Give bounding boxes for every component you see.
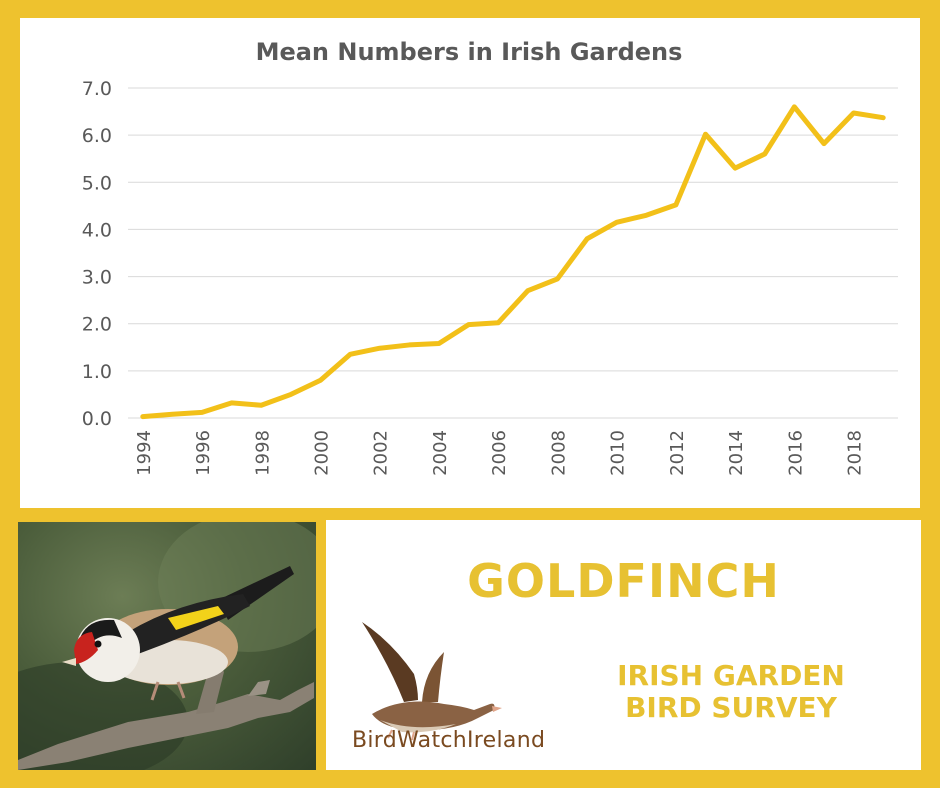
branch xyxy=(18,682,314,770)
species-title: GOLDFINCH xyxy=(467,554,780,608)
x-axis: 1994 1996 1998 2000 2002 2004 2006 2008 2010 2012… xyxy=(134,430,866,476)
y-tick-label: 0.0 xyxy=(82,408,112,430)
brand-panel: GOLDFINCH IRISH GARDEN BIRD SURVEY BirdW… xyxy=(326,520,921,770)
x-tick-label: 2016 xyxy=(785,430,806,476)
y-tick-label: 3.0 xyxy=(82,267,112,289)
y-tick-label: 4.0 xyxy=(82,219,112,241)
series-line xyxy=(140,104,886,420)
x-tick-label: 2012 xyxy=(667,430,688,476)
y-tick-label: 6.0 xyxy=(82,125,112,147)
survey-title: IRISH GARDEN BIRD SURVEY xyxy=(581,660,881,724)
y-tick-label: 1.0 xyxy=(82,361,112,383)
goldfinch-photo xyxy=(18,522,316,770)
x-tick-label: 2010 xyxy=(608,430,629,476)
x-tick-label: 1994 xyxy=(134,430,155,476)
x-tick-label: 2008 xyxy=(548,430,569,476)
x-tick-label: 2002 xyxy=(371,430,392,476)
survey-line-1: IRISH GARDEN xyxy=(617,659,845,692)
line-chart: Mean Numbers in Irish Gardens 0.0 1.0 2.0 3… xyxy=(82,38,898,476)
goose-logo-icon xyxy=(362,622,502,741)
series-line-path xyxy=(140,104,886,420)
y-axis: 0.0 1.0 2.0 3.0 4.0 5.0 6.0 7.0 xyxy=(82,78,112,430)
x-tick-label: 2000 xyxy=(312,430,333,476)
x-tick-label: 1998 xyxy=(252,430,273,476)
chart-title: Mean Numbers in Irish Gardens xyxy=(256,38,683,66)
x-tick-label: 2004 xyxy=(430,430,451,476)
y-tick-label: 5.0 xyxy=(82,172,112,194)
x-tick-label: 2014 xyxy=(726,430,747,476)
gridlines xyxy=(128,87,898,419)
x-tick-label: 2018 xyxy=(845,430,866,476)
logo-text: BirdWatchIreland xyxy=(352,728,546,753)
survey-line-2: BIRD SURVEY xyxy=(625,691,837,724)
y-tick-label: 2.0 xyxy=(82,314,112,336)
chart-panel: Mean Numbers in Irish Gardens 0.0 1.0 2.0 3… xyxy=(20,18,920,508)
goldfinch-illustration xyxy=(18,522,316,770)
x-tick-label: 1996 xyxy=(193,430,214,476)
y-tick-label: 7.0 xyxy=(82,78,112,100)
x-tick-label: 2006 xyxy=(489,430,510,476)
